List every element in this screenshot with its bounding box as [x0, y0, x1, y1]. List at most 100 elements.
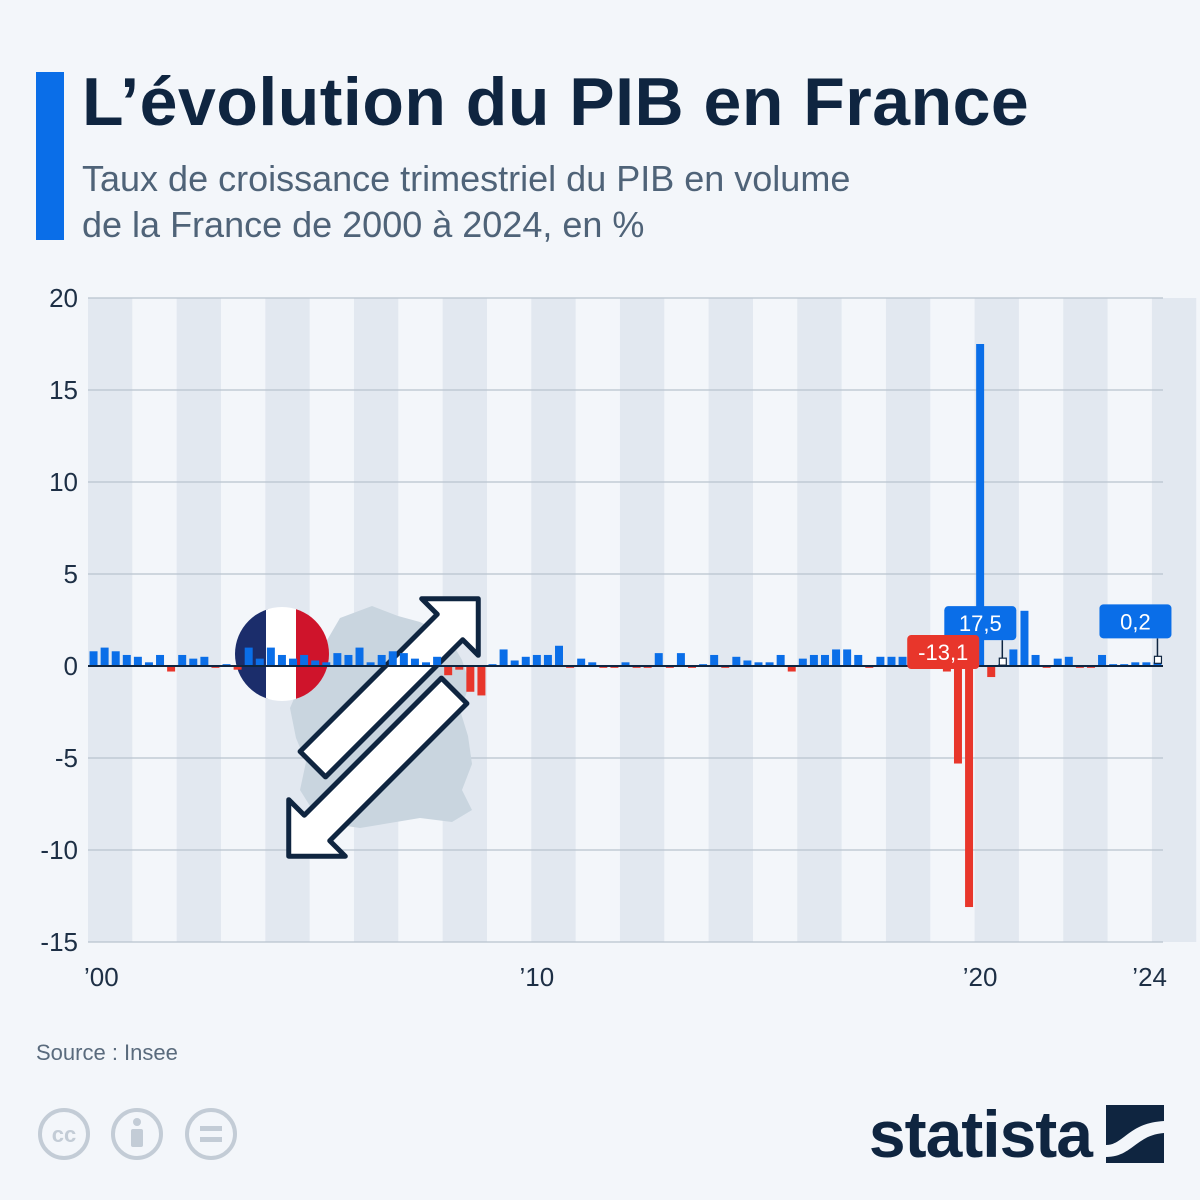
gdp-bar: [876, 656, 885, 666]
gdp-bar: [798, 658, 807, 666]
gdp-bar: [133, 656, 142, 666]
gdp-bar: [89, 651, 98, 666]
year-band: [88, 298, 133, 942]
gdp-bar: [754, 662, 763, 666]
annotation-marker: [1153, 655, 1163, 664]
gdp-bar: [787, 666, 796, 672]
gdp-bar: [355, 647, 364, 666]
y-axis-ticks: 20 15 10 5 0 -5 -10 -15: [40, 283, 78, 957]
gdp-bar: [1098, 654, 1107, 666]
gdp-bar: [422, 662, 431, 666]
gdp-bar: [809, 654, 818, 666]
gdp-bar: [111, 651, 120, 666]
annotation-label: 0,2: [1120, 609, 1151, 634]
gdp-bar: [1053, 658, 1062, 666]
accent-bar: [36, 72, 64, 240]
gdp-bar: [122, 654, 131, 666]
gdp-bar: [976, 344, 985, 666]
y-tick-label: -15: [40, 927, 78, 957]
gdp-bar: [144, 662, 153, 666]
x-tick-label: ’10: [519, 962, 554, 992]
year-band: [619, 298, 665, 942]
y-tick-label: 15: [49, 375, 78, 405]
gdp-bar: [233, 666, 242, 670]
gdp-bar: [377, 654, 386, 666]
gdp-bar: [277, 654, 286, 666]
gdp-bar: [266, 647, 275, 666]
x-tick-label: ’20: [963, 962, 998, 992]
gdp-bar: [543, 654, 552, 666]
gdp-bar: [433, 656, 442, 666]
gdp-bar: [577, 658, 586, 666]
gdp-bar: [388, 651, 397, 666]
gdp-bar: [843, 649, 852, 666]
page-subtitle: Taux de croissance trimestriel du PIB en…: [82, 156, 982, 248]
gdp-bar: [244, 647, 253, 666]
annotation-box: [1099, 604, 1172, 639]
y-tick-label: 0: [64, 651, 78, 681]
y-tick-label: 10: [49, 467, 78, 497]
gdp-bar: [477, 666, 486, 696]
gdp-bar: [776, 654, 785, 666]
gdp-bar: [1153, 662, 1162, 666]
gdp-bar: [654, 653, 663, 666]
gdp-bar: [676, 653, 685, 666]
gdp-bar: [156, 654, 165, 666]
annotation-box: [907, 635, 980, 670]
x-axis-ticks: ’00 ’10 ’20 ’24: [84, 962, 1167, 992]
gdp-bar: [854, 654, 863, 666]
gdp-bar: [965, 666, 974, 908]
year-band: [531, 298, 576, 942]
gdp-bar: [987, 666, 996, 678]
gdp-bar: [832, 649, 841, 666]
gdp-bar: [521, 656, 530, 666]
gdp-bar: [1031, 654, 1040, 666]
year-band: [797, 298, 842, 942]
attribution-icon[interactable]: [111, 1108, 163, 1160]
year-band: [885, 298, 931, 942]
gdp-bar: [898, 656, 907, 666]
gdp-bar: [311, 660, 320, 666]
gdp-bar: [289, 658, 298, 666]
gdp-bar: [588, 662, 597, 666]
gdp-bar: [300, 654, 309, 666]
gdp-bar: [765, 662, 774, 666]
subtitle-line-1: Taux de croissance trimestriel du PIB en…: [82, 158, 851, 199]
page-title: L’évolution du PIB en France: [82, 64, 1030, 140]
gdp-bar: [1020, 610, 1029, 666]
no-derivatives-icon[interactable]: [185, 1108, 237, 1160]
gdp-bar: [510, 660, 519, 666]
gdp-bar: [444, 666, 453, 676]
subtitle-line-2: de la France de 2000 à 2024, en %: [82, 204, 645, 245]
year-band: [176, 298, 221, 942]
annotation-box: [944, 606, 1017, 641]
gdp-bar: [178, 654, 187, 666]
gdp-bar: [732, 656, 741, 666]
gdp-bar: [1009, 649, 1018, 666]
year-band: [708, 298, 753, 942]
y-tick-label: -10: [40, 835, 78, 865]
gdp-bar: [820, 654, 829, 666]
y-tick-label: 5: [64, 559, 78, 589]
gdp-bar: [555, 645, 563, 666]
statista-logo[interactable]: statista: [869, 1096, 1164, 1172]
gdp-bar: [710, 654, 719, 666]
gdp-bar: [399, 653, 408, 666]
gdp-bar: [532, 654, 541, 666]
gdp-bar: [200, 656, 209, 666]
gdp-bar: [255, 658, 264, 666]
y-tick-label: 20: [49, 283, 78, 313]
gdp-bar: [1064, 656, 1073, 666]
gdp-bar: [621, 662, 630, 666]
gdp-bar: [344, 654, 353, 666]
gdp-bar: [189, 658, 198, 666]
license-icons: cc: [36, 1107, 246, 1172]
statista-wordmark: statista: [868, 1097, 1093, 1171]
x-tick-label: ’24: [1132, 962, 1167, 992]
up-arrow-icon: [297, 596, 481, 780]
gdp-bar: [1131, 662, 1140, 666]
cc-icon[interactable]: cc: [38, 1108, 90, 1160]
data-annotations: 17,5 -13,1 0,2: [907, 604, 1172, 670]
gdp-bar: [1142, 662, 1151, 666]
bar-series: [89, 344, 1162, 908]
